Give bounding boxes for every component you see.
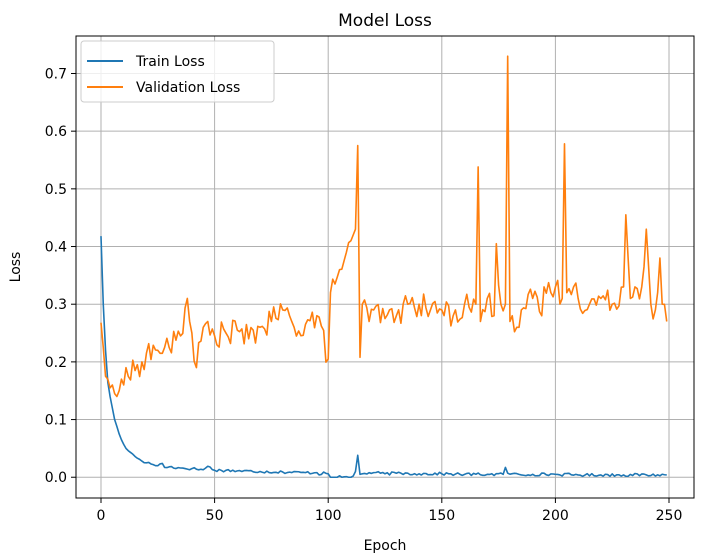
series-line-train-loss [100, 236, 667, 479]
legend: Train Loss Validation Loss [80, 40, 275, 103]
ticks: 0 50 100 150 200 250 0.0 0.1 0.2 0.3 0.4 0.5 0.6 0.7 [45, 66, 683, 524]
x-tick-label: 50 [206, 508, 224, 524]
x-tick-label: 0 [97, 508, 106, 524]
legend-box [80, 40, 275, 103]
plot-frame [75, 35, 695, 499]
y-tick-label: 0.2 [45, 355, 67, 371]
x-tick-label: 150 [428, 508, 455, 524]
y-tick-label: 0.6 [45, 124, 67, 140]
x-axis-label: Epoch [364, 538, 407, 554]
y-tick-label: 0.4 [45, 240, 67, 256]
y-tick-label: 0.7 [45, 66, 67, 82]
y-tick-label: 0.1 [45, 413, 67, 429]
x-tick-label: 100 [315, 508, 342, 524]
x-tick-label: 250 [656, 508, 683, 524]
y-tick-label: 0.5 [45, 182, 67, 198]
series-layer [100, 55, 668, 479]
legend-label-validation: Validation Loss [136, 80, 240, 96]
legend-label-train: Train Loss [135, 54, 205, 70]
y-tick-label: 0.0 [45, 470, 67, 486]
series-line-validation-loss [100, 55, 668, 398]
y-axis-label: Loss [8, 252, 24, 283]
plot-area [76, 36, 694, 498]
chart-title: Model Loss [338, 11, 432, 31]
y-tick-label: 0.3 [45, 297, 67, 313]
grid [76, 36, 694, 498]
x-tick-label: 200 [542, 508, 569, 524]
